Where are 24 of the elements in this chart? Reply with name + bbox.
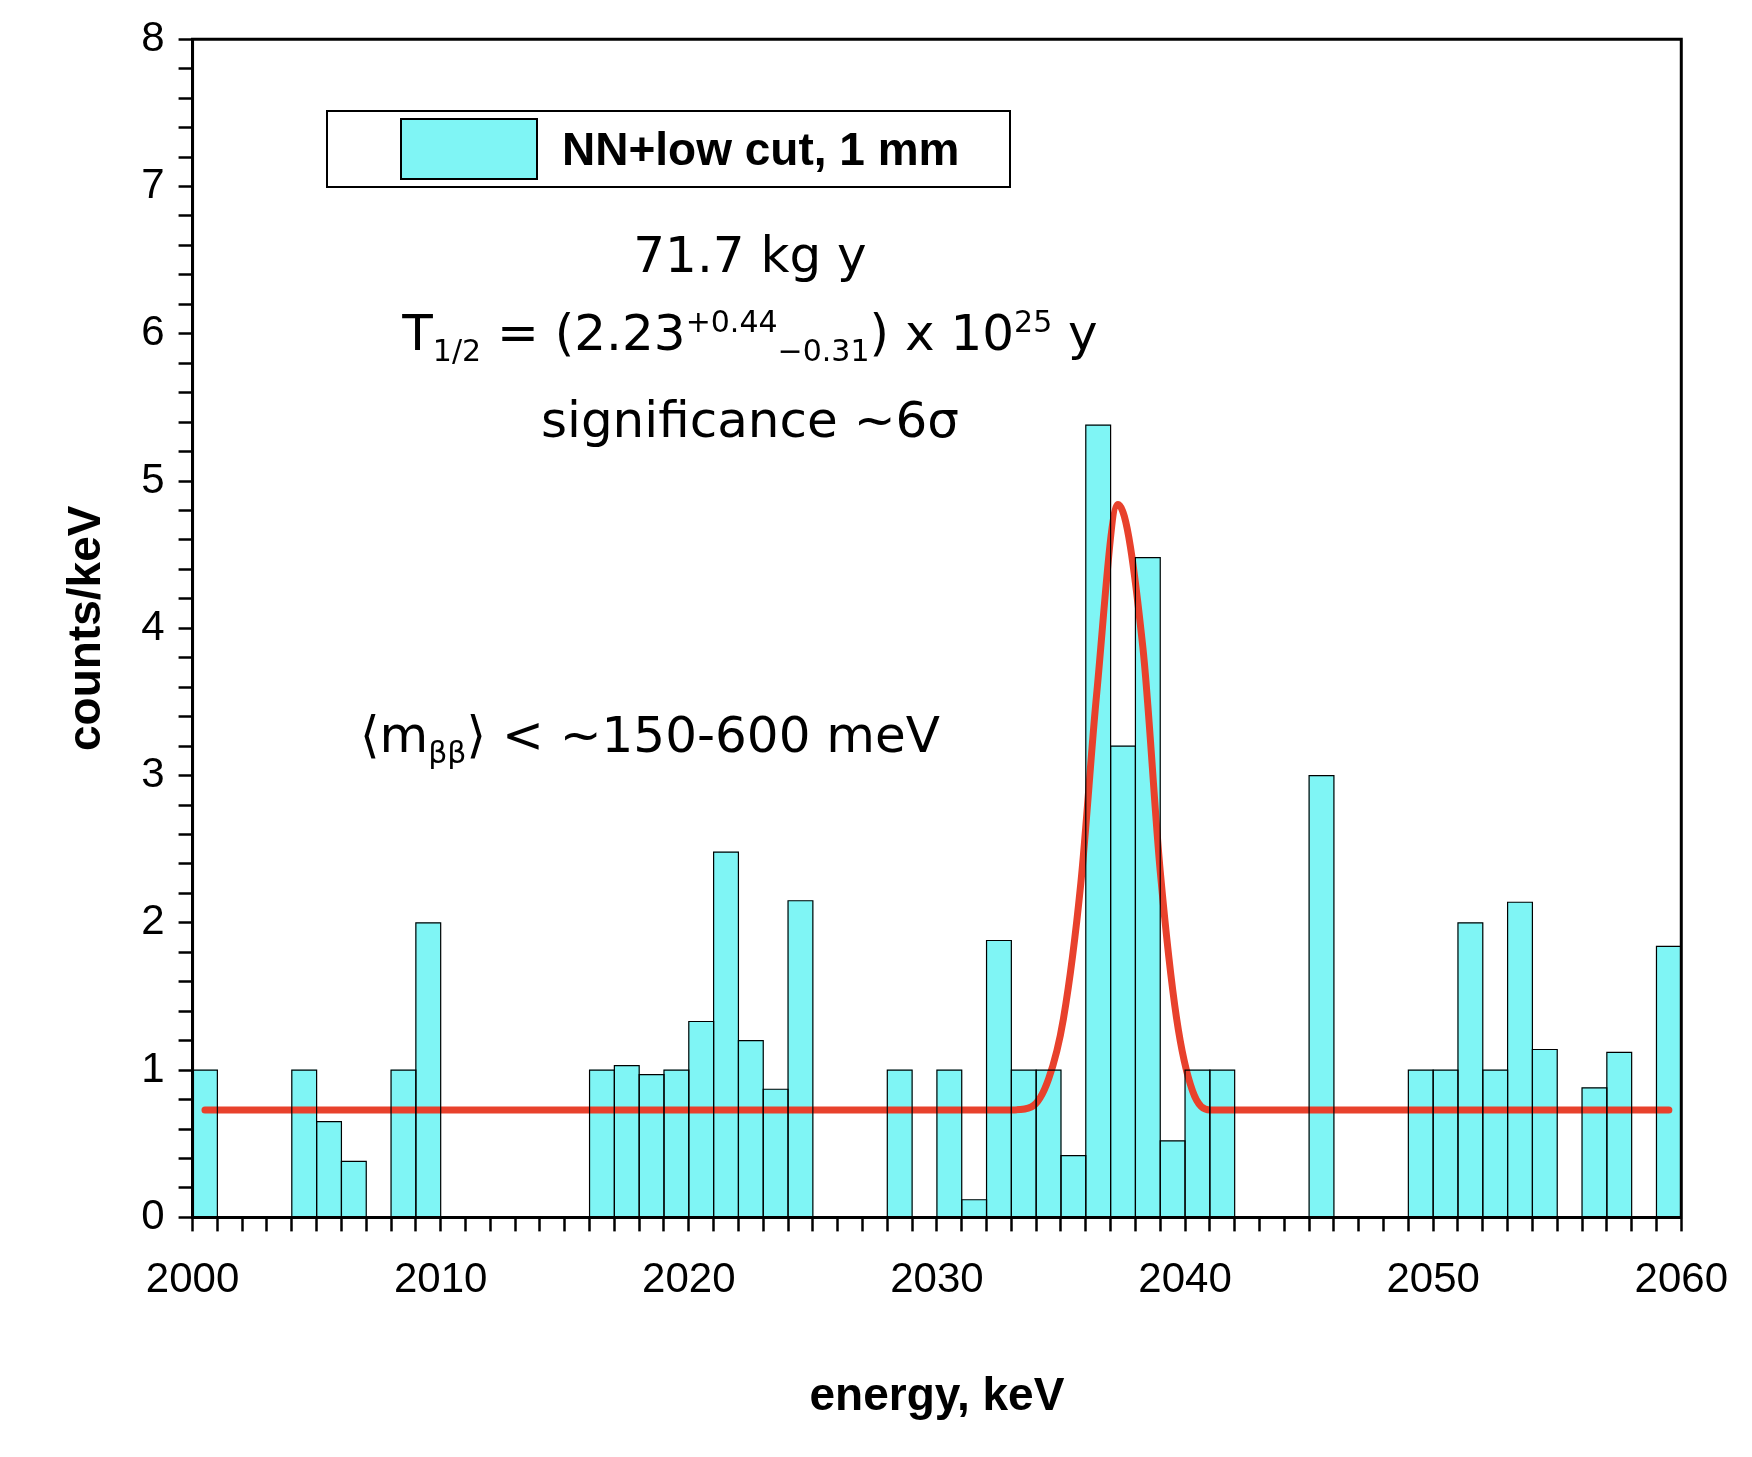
y-tick-label: 2 bbox=[141, 896, 165, 944]
x-tick-label: 2020 bbox=[642, 1254, 736, 1302]
y-tick-label: 5 bbox=[141, 454, 165, 502]
y-axis-title: counts/keV bbox=[58, 505, 111, 752]
y-tick-label: 7 bbox=[141, 160, 165, 208]
legend-label: NN+low cut, 1 mm bbox=[562, 122, 960, 176]
x-tick-label: 2010 bbox=[393, 1254, 488, 1302]
y-tick-label: 6 bbox=[141, 307, 165, 355]
y-tick-label: 8 bbox=[141, 12, 165, 60]
annotation: significance ~6σ bbox=[540, 391, 960, 449]
annotation: T$_{1/2}$ = (2.23$^{+0.44}$$_{−0.31}$) x 10$^{25}$ y bbox=[402, 303, 1098, 368]
legend-box: NN+low cut, 1 mm bbox=[326, 110, 1012, 188]
x-tick-label: 2040 bbox=[1138, 1254, 1232, 1302]
y-tick-label: 1 bbox=[141, 1043, 165, 1091]
x-axis-title: energy, keV bbox=[809, 1368, 1065, 1421]
x-tick-label: 2060 bbox=[1634, 1254, 1728, 1302]
x-tick-label: 2030 bbox=[890, 1254, 984, 1302]
annotation: ⟨m$_{ββ}$⟩ < ~150-600 meV bbox=[359, 706, 941, 770]
x-tick-label: 2050 bbox=[1386, 1254, 1480, 1302]
y-tick-label: 0 bbox=[141, 1190, 165, 1238]
y-tick-label: 3 bbox=[141, 749, 165, 797]
annotation: 71.7 kg y bbox=[633, 226, 867, 284]
y-tick-label: 4 bbox=[141, 601, 165, 649]
x-tick-label: 2000 bbox=[145, 1254, 240, 1302]
